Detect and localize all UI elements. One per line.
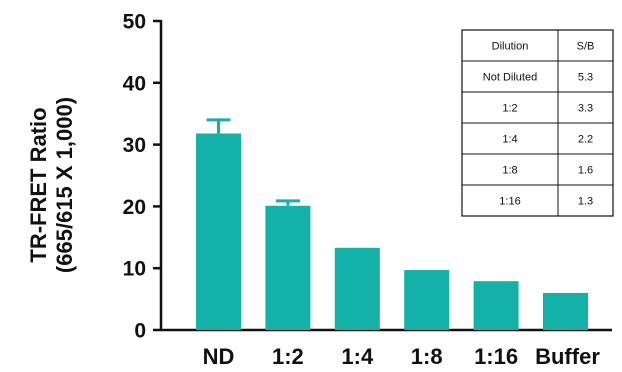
bar [404, 270, 450, 330]
bars [196, 118, 588, 330]
table-cell-dilution: 1:4 [502, 134, 517, 146]
x-tick-label: ND [203, 344, 235, 369]
table-cell-dilution: 1:8 [502, 165, 517, 177]
y-tick-label: 40 [123, 72, 146, 95]
y-axis-title-line-2: (665/615 X 1,000) [52, 97, 77, 273]
table-cell-sb: 1.6 [578, 165, 593, 177]
x-tick-labels: ND 1:2 1:4 1:8 1:16 Buffer [203, 344, 601, 369]
x-tick-label: Buffer [535, 344, 600, 369]
y-ticks: 0 10 20 30 40 50 [123, 11, 161, 343]
bar [543, 292, 588, 330]
sb-table: Dilution S/B Not Diluted 5.3 1:2 3.3 1:4 2.2 1:8… [461, 29, 614, 217]
table-header-dilution: Dilution [492, 41, 529, 53]
y-tick-label: 20 [123, 196, 146, 219]
x-tick-label: 1:16 [474, 344, 518, 369]
table-cell-dilution: 1:2 [502, 103, 517, 115]
table-cell-sb: 3.3 [578, 103, 593, 115]
table-cell-sb: 2.2 [578, 134, 593, 146]
table-cell-sb: 1.3 [578, 196, 593, 208]
y-tick-label: 10 [123, 258, 146, 281]
table-cell-sb: 5.3 [578, 72, 593, 84]
bar [473, 281, 519, 330]
table-header-sb: S/B [577, 41, 595, 53]
y-axis-title: TR-FRET Ratio (665/615 X 1,000) [26, 97, 77, 273]
table-cell-dilution: 1:16 [499, 196, 520, 208]
y-tick-label: 30 [123, 134, 146, 157]
table-cell-dilution: Not Diluted [483, 72, 537, 84]
bar [334, 247, 380, 330]
bar [265, 205, 311, 330]
x-tick-label: 1:4 [341, 344, 374, 369]
y-tick-label: 50 [123, 11, 146, 34]
bar [196, 133, 241, 330]
y-axis-title-line-1: TR-FRET Ratio [26, 107, 51, 262]
x-tick-label: 1:8 [411, 344, 443, 369]
x-tick-label: 1:2 [272, 344, 304, 369]
y-tick-label: 0 [134, 320, 146, 343]
